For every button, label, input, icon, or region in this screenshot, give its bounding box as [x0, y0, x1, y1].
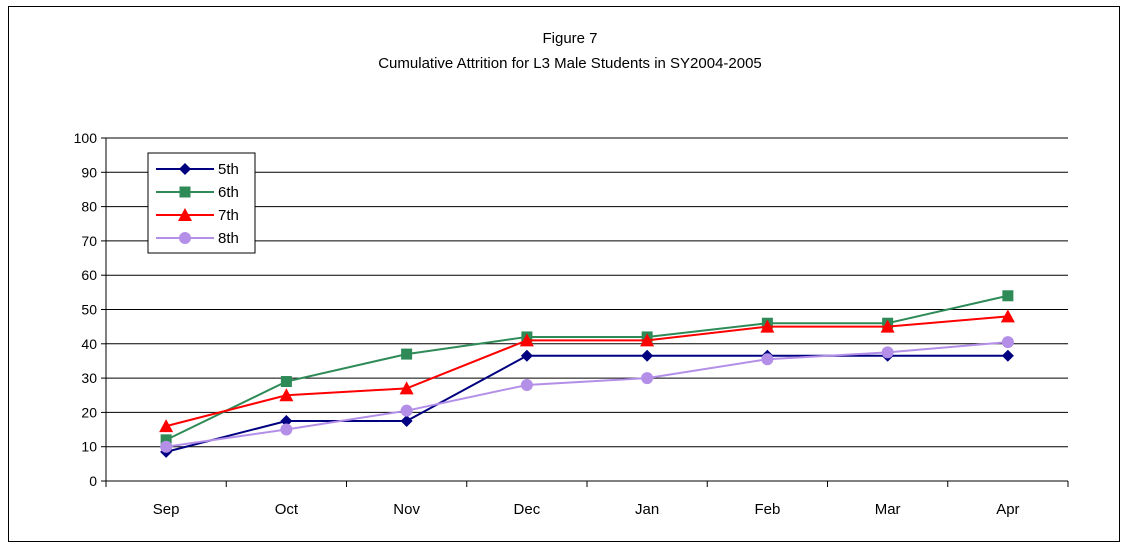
data-point-6th-apr	[1002, 290, 1014, 302]
data-point-7th-mar	[880, 319, 895, 333]
series-line-7th	[165, 315, 1008, 428]
x-tick-label-apr: Apr	[996, 501, 1019, 518]
data-point-7th-jan	[640, 333, 655, 347]
data-point-8th-nov	[400, 404, 413, 417]
data-point-8th-feb	[761, 353, 774, 366]
x-tick-label-mar: Mar	[875, 501, 901, 518]
data-point-8th-jan	[641, 372, 654, 385]
data-point-7th-apr	[1000, 309, 1015, 323]
legend-marker-8th	[179, 232, 191, 244]
legend-marker-6th	[179, 186, 191, 198]
data-point-7th-sep	[159, 419, 174, 433]
series-line-8th	[165, 341, 1008, 448]
data-point-8th-sep	[160, 440, 173, 453]
axes: 0 10 20 30 40 50 60 70 80 90 100 Sep Oct Nov Dec Jan Feb…	[74, 130, 1069, 518]
data-point-5th-nov	[400, 414, 413, 427]
series-7th	[159, 309, 1015, 433]
legend-label-6th: 6th	[218, 184, 239, 201]
data-point-7th-dec	[519, 333, 534, 347]
y-tick-label-10: 10	[81, 439, 97, 455]
data-point-8th-apr	[1001, 336, 1014, 349]
legend-marker-5th	[179, 163, 191, 175]
data-point-8th-mar	[881, 346, 894, 359]
y-tick-label-0: 0	[89, 473, 97, 489]
legend-label-5th: 5th	[218, 161, 239, 178]
chart-frame	[8, 6, 1120, 542]
data-point-5th-oct	[280, 414, 293, 427]
y-tick-label-60: 60	[81, 267, 97, 283]
data-point-8th-dec	[520, 378, 533, 391]
data-point-6th-oct	[280, 376, 292, 388]
grid-lines	[106, 137, 1068, 448]
x-tick-label-feb: Feb	[754, 501, 780, 518]
y-tick-label-20: 20	[81, 404, 97, 420]
chart-title: Figure 7	[542, 30, 597, 47]
y-tick-label-40: 40	[81, 336, 97, 352]
x-tick-label-jan: Jan	[635, 501, 659, 518]
data-point-5th-jan	[641, 349, 654, 362]
y-tick-label-70: 70	[81, 233, 97, 249]
data-point-7th-feb	[760, 319, 775, 333]
y-tick-label-90: 90	[81, 164, 97, 180]
x-tick-label-dec: Dec	[514, 501, 541, 518]
data-point-8th-oct	[280, 423, 293, 436]
legend-label-8th: 8th	[218, 230, 239, 247]
y-tick-label-80: 80	[81, 199, 97, 215]
legend-entry-6th: 6th	[156, 184, 239, 201]
legend-entry-5th: 5th	[156, 161, 239, 178]
series-line-6th	[165, 294, 1009, 441]
legend-entry-7th: 7th	[156, 207, 239, 224]
legend: 5th 6th 7th 8th	[147, 152, 256, 254]
data-point-7th-oct	[279, 388, 294, 402]
series-line-5th	[165, 354, 1008, 453]
legend-label-7th: 7th	[218, 207, 239, 224]
legend-entry-8th: 8th	[156, 230, 239, 247]
data-point-6th-nov	[401, 348, 413, 360]
series-5th	[160, 349, 1014, 458]
data-point-5th-dec	[520, 349, 533, 362]
y-tick-label-30: 30	[81, 370, 97, 386]
data-point-5th-apr	[1001, 349, 1014, 362]
data-point-7th-nov	[399, 381, 414, 395]
x-tick-label-oct: Oct	[275, 501, 299, 518]
chart-subtitle: Cumulative Attrition for L3 Male Student…	[378, 55, 762, 72]
x-tick-label-sep: Sep	[153, 501, 180, 518]
series-layer	[159, 290, 1015, 458]
legend-marker-7th	[178, 208, 192, 221]
y-tick-label-100: 100	[74, 130, 98, 146]
data-point-6th-sep	[160, 434, 172, 446]
y-tick-label-50: 50	[81, 302, 97, 318]
x-tick-label-nov: Nov	[393, 501, 420, 518]
series-8th	[160, 336, 1014, 453]
